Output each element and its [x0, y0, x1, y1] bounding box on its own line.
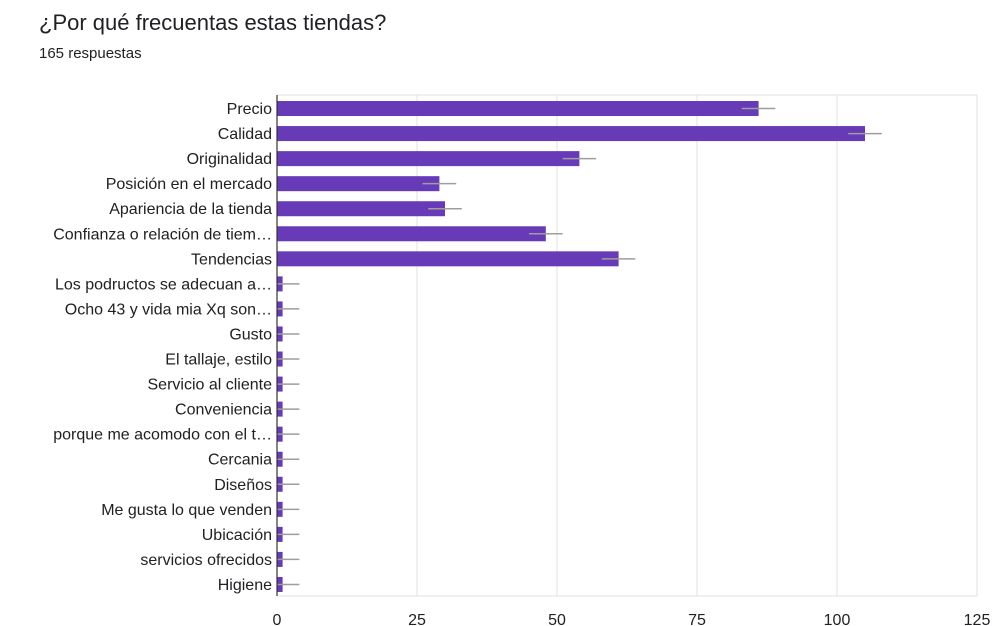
category-label: Los podructos se adecuan a… [55, 276, 272, 293]
bar [277, 251, 619, 267]
bar [277, 201, 445, 217]
tick-label: 0 [273, 612, 282, 626]
response-count: 165 respuestas [39, 45, 142, 62]
category-label: porque me acomodo con el t… [53, 427, 272, 444]
tick-label: 100 [824, 612, 851, 626]
category-label: Servicio al cliente [148, 377, 273, 394]
bar [277, 226, 546, 242]
category-label: Gusto [229, 326, 272, 343]
category-label: Ubicación [202, 527, 272, 544]
page-title: ¿Por qué frecuentas estas tiendas? [39, 10, 387, 35]
tick-label: 75 [688, 612, 706, 626]
category-label: Originalidad [187, 151, 272, 168]
category-label: Cercania [208, 452, 272, 469]
bar [277, 101, 759, 117]
category-label: Tendencias [191, 251, 272, 268]
category-label: Apariencia de la tienda [109, 201, 272, 218]
category-label: Ocho 43 y vida mia Xq son… [65, 301, 272, 318]
tick-label: 125 [964, 612, 991, 626]
category-label: Precio [227, 101, 272, 118]
error-bars [277, 107, 882, 586]
category-label: El tallaje, estilo [165, 352, 272, 369]
category-label: Posición en el mercado [106, 176, 272, 193]
tick-label: 25 [408, 612, 426, 626]
bar [277, 151, 580, 167]
category-labels: Precio Calidad Originalidad Posición en el … [53, 101, 272, 594]
category-label: servicios ofrecidos [140, 552, 272, 569]
category-label: Confianza o relación de tiem… [53, 226, 272, 243]
category-label: Calidad [218, 126, 272, 143]
category-label: Higiene [218, 577, 272, 594]
bars [277, 101, 865, 592]
bar [277, 176, 440, 192]
tick-label: 50 [548, 612, 566, 626]
category-label: Conveniencia [175, 402, 272, 419]
category-label: Me gusta lo que venden [101, 502, 272, 519]
gridlines [277, 94, 978, 597]
category-label: Diseños [214, 477, 272, 494]
tick-labels: 0 25 50 75 100 125 [273, 612, 991, 626]
bar [277, 126, 865, 142]
